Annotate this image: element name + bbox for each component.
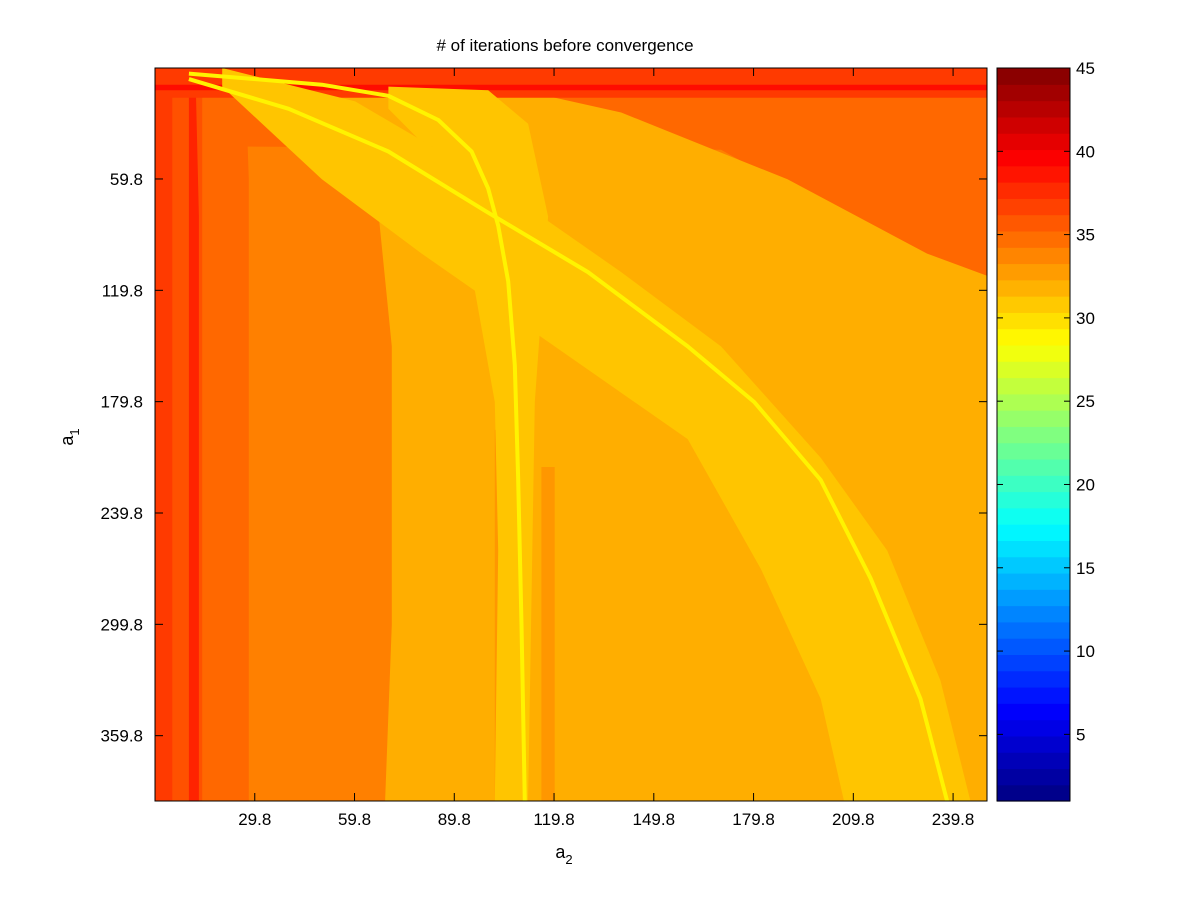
colorbar-band [997,198,1070,216]
x-tick-label: 209.8 [832,810,875,829]
chart-title: # of iterations before convergence [436,36,693,55]
region-mid-stripe-1 [541,467,555,801]
colorbar-band [997,638,1070,655]
colorbar-band [997,572,1070,590]
y-tick-label: 179.8 [100,393,143,412]
colorbar-band [997,133,1070,151]
colorbar-band [997,344,1070,362]
x-tick-label: 149.8 [633,810,676,829]
colorbar-tick-label: 40 [1076,142,1095,161]
colorbar-band [997,426,1070,444]
colorbar-tick-label: 35 [1076,226,1095,245]
x-tick-label: 59.8 [338,810,371,829]
colorbar-band [997,230,1070,248]
x-axis-label-main: a [555,842,566,862]
x-axis: 29.8 59.8 89.8 119.8 149.8 179.8 209.8 239.8 [238,68,974,829]
y-axis-label: a1 [57,428,82,445]
colorbar-band [997,670,1070,688]
contour-curve-shallow [188,77,950,801]
colorbar-band [997,540,1070,558]
colorbar-tick-label: 30 [1076,309,1095,328]
y-tick-label: 359.8 [100,727,143,746]
colorbar-band [997,100,1070,118]
colorbar-tick-label: 10 [1076,642,1095,661]
x-tick-label: 89.8 [438,810,471,829]
x-tick-label: 239.8 [932,810,975,829]
y-axis-label-sub: 1 [67,428,82,435]
colorbar-tick-label: 5 [1076,725,1085,744]
colorbar-band [997,361,1070,379]
y-tick-label: 59.8 [110,170,143,189]
region-top-line [155,84,987,91]
colorbar-band [997,214,1070,232]
x-tick-label: 29.8 [238,810,271,829]
colorbar-band [997,84,1070,102]
region-yellow-band-2 [222,68,971,801]
colorbar-band [997,686,1070,704]
colorbar-band [997,752,1070,770]
colorbar-band [997,393,1070,411]
colorbar-band [997,507,1070,525]
x-axis-label: a2 [555,842,572,867]
colorbar-band [997,279,1070,297]
colorbar-band [997,149,1070,167]
colorbar-band [997,458,1070,476]
colorbar-band [997,312,1070,330]
colorbar-band [997,524,1070,541]
colorbar-band [997,410,1070,427]
colorbar-band [997,377,1070,395]
colorbar-band [997,621,1070,639]
colorbar-band [997,247,1070,265]
colorbar-band [997,768,1070,786]
x-tick-label: 179.8 [732,810,775,829]
region-left-strip-3 [155,68,173,801]
colorbar-band [997,116,1070,134]
colorbar-tick-label: 45 [1076,59,1095,78]
colorbar-tick-label: 25 [1076,392,1095,411]
colorbar-band [997,735,1070,753]
colorbar-band [997,784,1070,802]
colorbar-band [997,182,1070,199]
colorbar-band [997,491,1070,509]
y-tick-label: 299.8 [100,615,143,634]
colorbar: 5 10 15 20 25 30 35 40 45 [996,59,1095,802]
colorbar-band [997,165,1070,183]
y-tick-label: 119.8 [102,281,143,300]
colorbar-frame [996,67,1071,802]
colorbar-tick-label: 15 [1076,559,1095,578]
x-axis-label-sub: 2 [565,852,572,867]
colorbar-band [997,296,1070,313]
colorbar-band [997,263,1070,281]
colorbar-band [997,589,1070,607]
colorbar-band [997,556,1070,574]
colorbar-band [997,475,1070,493]
colorbar-band [997,605,1070,623]
plot-frame [154,67,988,802]
x-tick-label: 119.8 [533,810,574,829]
colorbar-band [997,654,1070,672]
colorbar-band [997,719,1070,737]
colorbar-band [997,703,1070,721]
region-left-curve-band [182,68,199,801]
colorbar-tick-label: 20 [1076,475,1095,494]
contour-curve-steep [188,71,527,801]
y-tick-label: 239.8 [100,504,143,523]
y-axis: 59.8 119.8 179.8 239.8 299.8 359.8 [100,170,987,746]
colorbar-band [997,68,1070,85]
colorbar-band [997,442,1070,460]
heatmap-plot-area [154,67,988,802]
colorbar-band [997,328,1070,346]
y-axis-label-main: a [57,435,77,446]
